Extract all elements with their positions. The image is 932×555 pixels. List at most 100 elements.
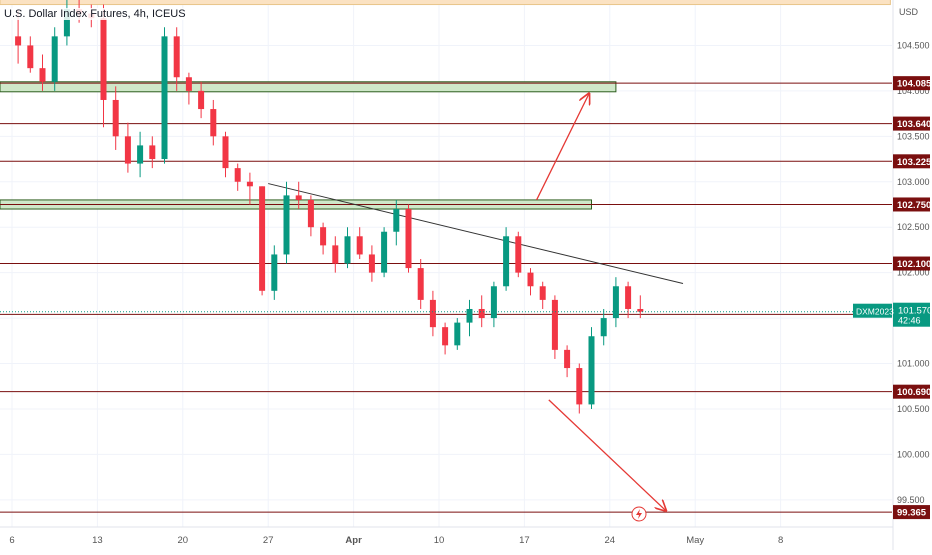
candle-body: [588, 336, 595, 405]
y-tick-label: 101.000: [897, 359, 930, 369]
x-tick-label: 17: [519, 535, 530, 546]
zone-box: [0, 0, 891, 6]
candle-body: [100, 18, 107, 100]
candle-body: [222, 136, 229, 169]
candle-body: [393, 209, 400, 232]
projection-arrow: [548, 399, 666, 511]
candle-body: [161, 36, 168, 160]
candle-body: [39, 68, 46, 82]
y-tick-label: 99.500: [897, 495, 925, 505]
level-price-tag: [893, 256, 930, 271]
candle-body: [51, 36, 58, 82]
last-price-label: 101.570: [898, 306, 932, 317]
y-tick-label: 103.000: [897, 177, 930, 187]
candle-body: [625, 286, 632, 309]
candle-body: [405, 209, 412, 269]
candle-body: [27, 45, 34, 69]
candle-body: [368, 254, 375, 273]
x-tick-label: 24: [605, 535, 616, 546]
level-price-tag: [893, 197, 930, 212]
candle-body: [246, 181, 253, 187]
candle-body: [234, 168, 241, 182]
candle-body: [478, 308, 485, 319]
candles: [15, 0, 644, 414]
candle-body: [295, 195, 302, 200]
x-tick-label: 8: [778, 535, 783, 546]
candle-body: [283, 195, 290, 255]
y-tick-label: 102.500: [897, 222, 930, 232]
candle-body: [539, 286, 546, 300]
candle-body: [356, 236, 363, 255]
candle-body: [564, 349, 571, 369]
candle-body: [490, 286, 497, 319]
x-tick-label: 10: [434, 535, 445, 546]
candle-body: [63, 9, 70, 37]
candle-body: [417, 268, 424, 300]
candle-body: [381, 231, 388, 273]
candle-body: [112, 99, 119, 137]
flash-icon: [631, 506, 647, 522]
y-tick-label: 103.500: [897, 131, 930, 141]
candle-body: [124, 136, 131, 164]
level-price-label: 99.365: [897, 508, 927, 519]
y-tick-label: 100.500: [897, 404, 930, 414]
candle-body: [466, 308, 473, 323]
candle-body: [551, 299, 558, 350]
candle-body: [527, 272, 534, 287]
projection-arrow: [536, 94, 589, 201]
level-price-tag: [893, 154, 930, 169]
candle-body: [454, 322, 461, 346]
candle-body: [15, 36, 22, 46]
level-price-label: 103.640: [897, 119, 931, 130]
candle-body: [612, 286, 619, 319]
x-tick-label: 13: [92, 535, 103, 546]
candle-body: [307, 199, 314, 228]
candle-body: [429, 299, 436, 328]
candle-body: [149, 145, 156, 160]
symbol-label: DXM2023: [856, 307, 894, 317]
x-tick-label: 6: [9, 535, 14, 546]
level-price-label: 102.100: [897, 259, 931, 270]
level-price-label: 100.690: [897, 387, 931, 398]
candle-body: [137, 145, 144, 164]
y-tick-label: 104.000: [897, 86, 930, 96]
candle-body: [185, 77, 192, 91]
candle-body: [637, 308, 644, 312]
currency-label: USD: [899, 7, 919, 17]
y-tick-label: 100.000: [897, 449, 930, 459]
symbol-tag: [853, 303, 892, 318]
level-price-label: 103.225: [897, 157, 932, 168]
countdown-label: 42:46: [898, 316, 921, 326]
candle-body: [320, 227, 327, 246]
level-price-label: 104.085: [897, 79, 932, 90]
level-price-tag: [893, 384, 930, 399]
x-tick-label: Apr: [345, 535, 362, 546]
zone-box: [0, 81, 617, 93]
y-tick-label: 102.000: [897, 268, 930, 278]
candle-body: [344, 236, 351, 264]
last-price-tag: [893, 302, 930, 327]
price-axis: [893, 0, 932, 550]
candle-body: [600, 318, 607, 337]
y-tick-label: 104.500: [897, 40, 930, 50]
level-price-tag: [893, 116, 930, 131]
candle-body: [332, 245, 339, 264]
candle-body: [515, 236, 522, 273]
level-price-tag: [893, 76, 930, 91]
candle-body: [503, 236, 510, 287]
candle-body: [259, 186, 266, 291]
chart-title: U.S. Dollar Index Futures, 4h, ICEUS: [2, 8, 188, 20]
trend-line: [268, 183, 684, 285]
candle-body: [442, 327, 449, 346]
level-price-tag: [893, 505, 930, 520]
x-tick-label: May: [686, 535, 704, 546]
candle-body: [576, 368, 583, 405]
flash-icon-bolt: [636, 509, 642, 519]
candle-body: [210, 109, 217, 137]
candle-body: [198, 90, 205, 110]
candle-body: [173, 36, 180, 78]
level-price-label: 102.750: [897, 200, 931, 211]
candle-body: [271, 254, 278, 291]
